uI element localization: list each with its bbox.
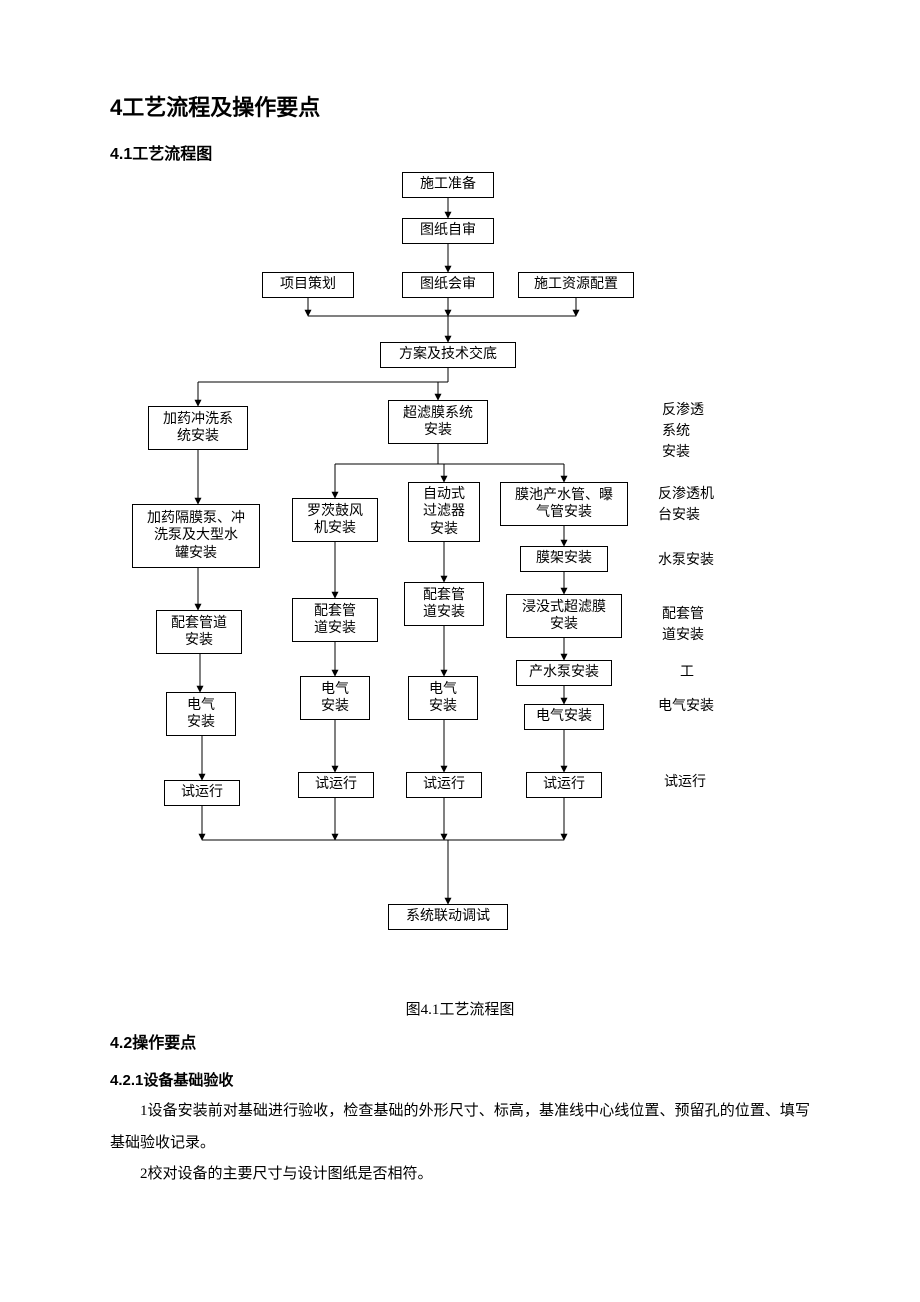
heading-2-ops: 4.2操作要点 — [110, 1029, 810, 1053]
side-text-t1: 反渗透 系统 安装 — [662, 400, 704, 463]
node-n9: 加药隔膜泵、冲 洗泵及大型水 罐安装 — [132, 504, 260, 568]
node-n12: 膜池产水管、曝 气管安装 — [500, 482, 628, 526]
node-n18: 产水泵安装 — [516, 660, 612, 686]
node-n7: 加药冲洗系 统安装 — [148, 406, 248, 450]
node-n20: 电气 安装 — [300, 676, 370, 720]
node-n1: 施工准备 — [402, 172, 494, 198]
side-text-t6: 电气安装 — [658, 696, 714, 717]
flowchart: 施工准备 图纸自审 项目策划 图纸会审 施工资源配置 方案及技术交底 加药冲洗系… — [110, 172, 810, 992]
node-n24: 试运行 — [298, 772, 374, 798]
node-n22: 电气安装 — [524, 704, 604, 730]
paragraph-2: 2校对设备的主要尺寸与设计图纸是否相符。 — [110, 1159, 810, 1191]
node-n5: 施工资源配置 — [518, 272, 634, 298]
body-text: 1设备安装前对基础进行验收，检查基础的外形尺寸、标高，基准线中心线位置、预留孔的… — [110, 1096, 810, 1191]
node-n6: 方案及技术交底 — [380, 342, 516, 368]
node-n15: 配套管 道安装 — [292, 598, 378, 642]
node-n23: 试运行 — [164, 780, 240, 806]
side-text-t4: 配套管 道安装 — [662, 604, 704, 646]
node-n25: 试运行 — [406, 772, 482, 798]
node-n19: 电气 安装 — [166, 692, 236, 736]
node-n2: 图纸自审 — [402, 218, 494, 244]
node-n14: 配套管道 安装 — [156, 610, 242, 654]
side-text-t3: 水泵安装 — [658, 550, 714, 571]
heading-2-flow: 4.1工艺流程图 — [110, 140, 810, 164]
heading-3-ops1: 4.2.1设备基础验收 — [110, 1069, 810, 1090]
node-n10: 罗茨鼓风 机安装 — [292, 498, 378, 542]
node-n11: 自动式 过滤器 安装 — [408, 482, 480, 542]
paragraph-1: 1设备安装前对基础进行验收，检查基础的外形尺寸、标高，基准线中心线位置、预留孔的… — [110, 1096, 810, 1159]
node-n21: 电气 安装 — [408, 676, 478, 720]
node-n4: 图纸会审 — [402, 272, 494, 298]
node-n17: 浸没式超滤膜 安装 — [506, 594, 622, 638]
node-n3: 项目策划 — [262, 272, 354, 298]
node-n16: 配套管 道安装 — [404, 582, 484, 626]
node-n26: 试运行 — [526, 772, 602, 798]
node-n8: 超滤膜系统 安装 — [388, 400, 488, 444]
side-text-t7: 试运行 — [664, 772, 706, 793]
side-text-t2: 反渗透机 台安装 — [658, 484, 714, 526]
side-text-t5: 工 — [680, 662, 694, 683]
heading-1: 4工艺流程及操作要点 — [110, 90, 810, 122]
flowchart-caption: 图4.1工艺流程图 — [110, 998, 810, 1019]
node-n13: 膜架安装 — [520, 546, 608, 572]
node-n27: 系统联动调试 — [388, 904, 508, 930]
document-page: 4工艺流程及操作要点 4.1工艺流程图 施工准备 图纸自审 项目策划 图纸会审 … — [0, 0, 920, 1302]
